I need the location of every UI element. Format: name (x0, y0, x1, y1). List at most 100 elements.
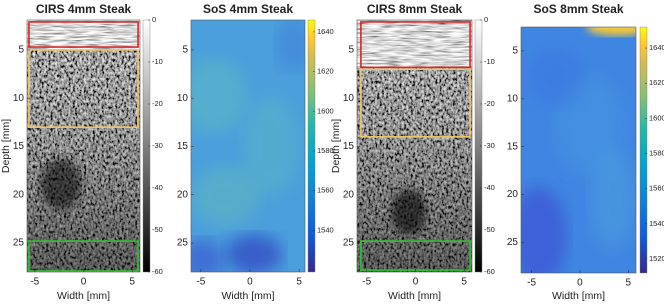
sos-patch (276, 20, 305, 71)
colorbar-tick-label: -50 (484, 225, 495, 234)
x-axis-label: Width [mm] (221, 290, 274, 302)
colorbar-tick-label: -30 (152, 141, 163, 150)
panel: SoS 4mm Steak -5 0 5 5 10 15 20 25 Width [mm] 1640… (177, 2, 334, 302)
y-tick-label: 15 (13, 141, 25, 152)
y-tick-label: 5 (182, 45, 188, 56)
x-tick-label: 0 (247, 277, 253, 288)
y-tick-label: 5 (348, 45, 354, 56)
inclusion (40, 158, 82, 209)
colorbar-tick-label: -40 (484, 183, 495, 192)
colorbar-tick-label: -20 (484, 99, 495, 108)
y-tick-label: 20 (507, 189, 519, 200)
y-tick-label: 20 (343, 189, 355, 200)
colorbar-tick-label: 0 (484, 15, 488, 24)
colorbar-tick-label: -40 (152, 183, 163, 192)
y-axis-label: Depth [mm] (0, 119, 12, 173)
image (357, 20, 472, 272)
x-tick-label: -5 (362, 277, 371, 288)
sos-patch (191, 239, 226, 272)
y-tick-label: 10 (343, 93, 355, 104)
colorbar-tick-label: -50 (152, 225, 163, 234)
sos-patch (555, 76, 625, 175)
colorbar-tick-label: 1580 (649, 148, 664, 157)
x-tick-label: -5 (30, 277, 39, 288)
colorbar-tick-label: 1620 (317, 67, 334, 76)
y-tick-label: 15 (343, 141, 355, 152)
y-tick-label: 25 (343, 238, 355, 249)
axes-frame (190, 19, 306, 273)
colorbar-tick-label: 1540 (317, 225, 334, 234)
x-axis-label: Width [mm] (57, 290, 110, 302)
y-tick-label: 25 (177, 238, 189, 249)
x-tick-label: 5 (461, 277, 467, 288)
region-box (360, 68, 471, 138)
colorbar (639, 26, 648, 274)
steak-layer (27, 20, 140, 51)
sos-patch (586, 27, 636, 36)
x-tick-label: -5 (527, 278, 536, 289)
panel-title: CIRS 8mm Steak (367, 2, 463, 16)
image (521, 27, 636, 273)
colorbar-tick-label: -20 (152, 99, 163, 108)
colorbar-tick-label: -10 (484, 57, 495, 66)
x-tick-label: -5 (196, 277, 205, 288)
sos-patch (590, 150, 636, 249)
colorbar-tick-label: 1620 (649, 78, 664, 87)
colorbar-tick-label: 1640 (317, 27, 334, 36)
depth-shade (27, 20, 140, 272)
colorbar (307, 19, 316, 273)
x-tick-label: 0 (413, 277, 419, 288)
image (27, 20, 140, 272)
colorbar-tick-label: 1560 (649, 184, 664, 193)
y-tick-label: 25 (13, 238, 25, 249)
sos-patch (191, 166, 260, 227)
colorbar-tick-label: -60 (152, 267, 163, 276)
sos-patch (526, 46, 585, 106)
colorbar-tick-label: 0 (152, 15, 156, 24)
x-tick-label: 5 (129, 277, 135, 288)
x-tick-label: 5 (625, 278, 631, 289)
x-axis-label: Width [mm] (552, 290, 605, 302)
colorbar-tick-label: 1540 (649, 219, 664, 228)
sos-patch (521, 186, 567, 273)
y-tick-label: 25 (507, 237, 519, 248)
inclusion (391, 188, 426, 235)
colorbar-tick-label: 1600 (317, 106, 334, 115)
y-tick-label: 10 (13, 93, 25, 104)
region-box (360, 21, 471, 69)
panel-title: SoS 8mm Steak (533, 2, 623, 16)
colorbar-tick-label: -10 (152, 57, 163, 66)
y-tick-label: 10 (507, 93, 519, 104)
x-tick-label: 0 (577, 278, 583, 289)
y-tick-label: 15 (507, 141, 519, 152)
axes-frame (356, 19, 473, 273)
y-tick-label: 20 (177, 189, 189, 200)
axes-frame (520, 26, 637, 274)
y-tick-label: 10 (177, 93, 189, 104)
panel-title: SoS 4mm Steak (203, 2, 293, 16)
y-tick-label: 5 (18, 45, 24, 56)
colorbar-tick-label: -30 (484, 141, 495, 150)
sos-patch (225, 234, 283, 272)
colorbar-tick-label: 1520 (649, 254, 664, 263)
colorbar-tick-label: -60 (484, 267, 495, 276)
y-tick-label: 20 (13, 189, 25, 200)
region-box (28, 21, 139, 48)
x-tick-label: 5 (296, 277, 302, 288)
sos-patch (191, 57, 248, 134)
y-tick-label: 15 (177, 141, 189, 152)
colorbar-tick-label: 1580 (317, 146, 334, 155)
x-axis-label: Width [mm] (388, 290, 441, 302)
steak-layer (357, 20, 472, 68)
x-tick-label: 0 (81, 277, 87, 288)
y-tick-label: 5 (512, 46, 518, 57)
image (191, 20, 305, 272)
colorbar-tick-label: 1560 (317, 186, 334, 195)
region-box (28, 49, 139, 128)
colorbar-tick-label: 1600 (649, 113, 664, 122)
panel-title: CIRS 4mm Steak (36, 2, 132, 16)
